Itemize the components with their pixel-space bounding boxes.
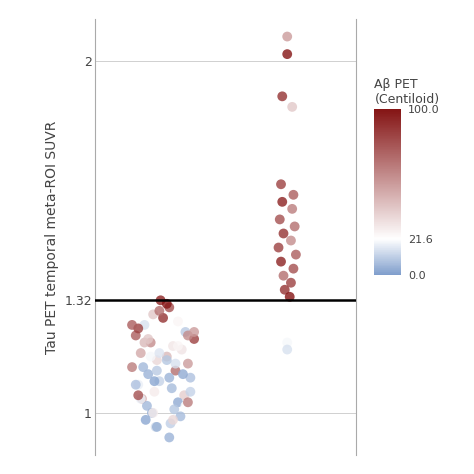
Point xyxy=(191,328,198,336)
Point xyxy=(287,237,295,244)
Point xyxy=(147,339,155,346)
Point xyxy=(145,370,152,378)
Point xyxy=(167,419,174,427)
Point xyxy=(191,335,198,343)
Point xyxy=(291,223,299,230)
Point xyxy=(141,321,148,328)
Point xyxy=(135,325,142,332)
Point xyxy=(141,339,148,346)
Point xyxy=(283,339,291,346)
Point xyxy=(152,423,159,431)
Point xyxy=(290,265,297,273)
Point xyxy=(184,399,191,406)
Point xyxy=(142,416,149,424)
Point xyxy=(174,318,182,325)
Point xyxy=(278,92,286,100)
Point xyxy=(165,303,173,311)
Point xyxy=(138,395,146,402)
Point xyxy=(132,332,139,339)
Text: Aβ PET
(Centiloid): Aβ PET (Centiloid) xyxy=(374,79,439,107)
Point xyxy=(153,367,161,374)
Point xyxy=(171,406,178,413)
Point xyxy=(181,392,188,399)
Point xyxy=(281,286,289,293)
Point xyxy=(147,353,155,360)
Point xyxy=(184,360,191,367)
Point xyxy=(290,191,297,199)
Point xyxy=(277,258,285,265)
Point xyxy=(155,349,163,357)
Point xyxy=(187,374,194,382)
Point xyxy=(280,230,287,237)
Point xyxy=(163,356,171,364)
Point xyxy=(287,279,295,286)
Point xyxy=(182,328,189,336)
Point xyxy=(159,314,167,322)
Point xyxy=(283,33,291,40)
Point xyxy=(128,321,136,328)
Point xyxy=(145,335,152,343)
Point xyxy=(275,244,283,251)
Point xyxy=(155,307,163,315)
Point xyxy=(165,434,173,441)
Point xyxy=(155,377,163,385)
Point xyxy=(182,402,189,410)
Point xyxy=(157,297,164,304)
Point xyxy=(143,402,151,410)
Point xyxy=(135,392,142,399)
Point xyxy=(280,272,287,280)
Point xyxy=(149,409,157,417)
Point xyxy=(288,103,296,110)
Point xyxy=(168,384,175,392)
Point xyxy=(169,416,177,424)
Point xyxy=(178,346,185,353)
Point xyxy=(187,388,194,395)
Point xyxy=(292,251,300,258)
Point xyxy=(165,374,173,382)
Point xyxy=(278,198,286,206)
Point xyxy=(151,388,158,395)
Point xyxy=(286,293,293,301)
Point xyxy=(163,353,171,360)
Point xyxy=(172,360,179,367)
Point xyxy=(137,395,145,402)
Point xyxy=(179,370,187,378)
Point xyxy=(178,346,185,353)
Point xyxy=(151,377,158,385)
Point xyxy=(137,349,145,357)
Point xyxy=(132,381,139,389)
Y-axis label: Tau PET temporal meta-ROI SUVR: Tau PET temporal meta-ROI SUVR xyxy=(45,120,59,354)
Point xyxy=(283,50,291,58)
Point xyxy=(139,364,147,371)
Point xyxy=(277,181,285,188)
Point xyxy=(177,412,184,420)
Point xyxy=(184,332,191,339)
Point xyxy=(174,399,182,406)
Point xyxy=(128,364,136,371)
Point xyxy=(153,423,161,431)
Point xyxy=(168,384,175,392)
Point xyxy=(169,342,177,350)
Point xyxy=(148,409,155,417)
Point xyxy=(283,346,291,353)
Point xyxy=(276,216,283,223)
Point xyxy=(288,205,296,213)
Point xyxy=(172,367,179,374)
Point xyxy=(163,300,171,308)
Point xyxy=(149,310,157,318)
Point xyxy=(174,342,182,350)
Point xyxy=(153,356,161,364)
Point xyxy=(135,381,142,389)
